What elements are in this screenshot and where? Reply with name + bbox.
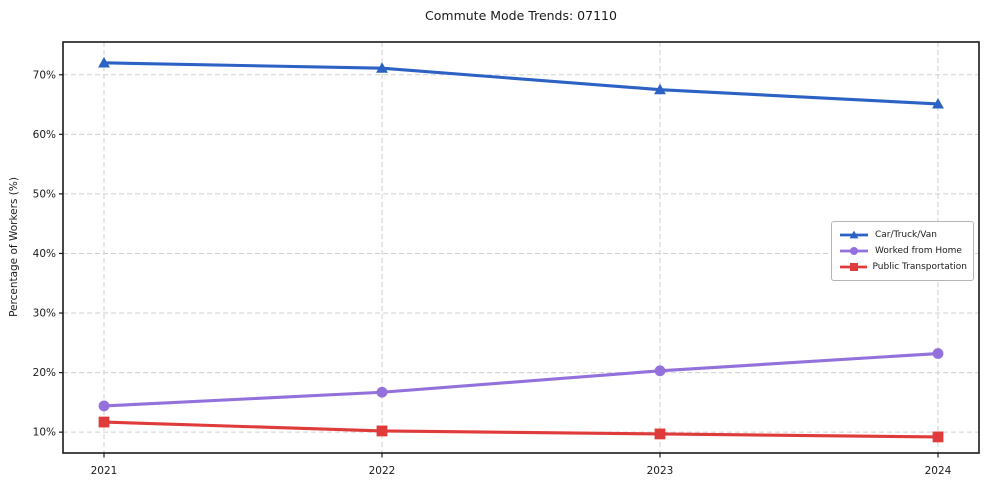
legend-label: Car/Truck/Van xyxy=(875,230,937,240)
legend-sample-marker xyxy=(849,230,859,239)
data-point-marker xyxy=(932,431,944,443)
series-layer xyxy=(98,56,944,443)
series-line xyxy=(102,61,940,106)
series-line xyxy=(102,351,940,408)
tick-layer xyxy=(59,74,939,458)
data-point-marker xyxy=(654,365,666,377)
legend-line-circle-icon xyxy=(840,247,868,255)
x-tick-label: 2023 xyxy=(647,465,674,477)
legend-line-triangle-icon xyxy=(840,230,868,239)
data-point-marker xyxy=(376,425,388,437)
data-point-marker xyxy=(98,416,110,428)
data-point-marker xyxy=(376,62,388,73)
legend-item-car-truck-van: Car/Truck/Van xyxy=(839,227,967,243)
data-point-marker xyxy=(654,428,666,440)
data-point-marker xyxy=(932,98,944,109)
data-point-marker xyxy=(376,386,388,398)
y-tick-label: 30% xyxy=(33,308,56,320)
y-tick-label: 40% xyxy=(33,248,56,260)
y-tick-label: 20% xyxy=(33,367,56,379)
data-point-marker xyxy=(98,400,110,412)
legend-item-worked-from-home: Worked from Home xyxy=(839,243,967,259)
chart-title: Commute Mode Trends: 07110 xyxy=(425,8,617,23)
legend: Car/Truck/Van Worked from Home Public Tr… xyxy=(831,221,974,281)
legend-label: Worked from Home xyxy=(875,246,962,256)
plot-spine xyxy=(62,41,980,454)
series-line xyxy=(102,420,940,439)
legend-line-square-icon xyxy=(840,263,867,271)
data-point-marker xyxy=(98,56,110,68)
y-tick-label: 10% xyxy=(33,427,56,439)
y-tick-label: 70% xyxy=(33,69,56,81)
x-tick-label: 2022 xyxy=(369,465,396,477)
data-point-marker xyxy=(654,83,666,95)
legend-sample-marker xyxy=(850,263,858,271)
x-tick-label: 2021 xyxy=(91,465,118,477)
legend-sample-marker xyxy=(850,247,858,255)
y-tick-label: 50% xyxy=(33,188,56,200)
legend-item-public-transportation: Public Transportation xyxy=(839,259,967,275)
y-tick-label: 60% xyxy=(33,129,56,141)
data-point-marker xyxy=(932,348,944,359)
legend-label: Public Transportation xyxy=(872,262,967,272)
x-tick-label: 2024 xyxy=(925,465,952,477)
